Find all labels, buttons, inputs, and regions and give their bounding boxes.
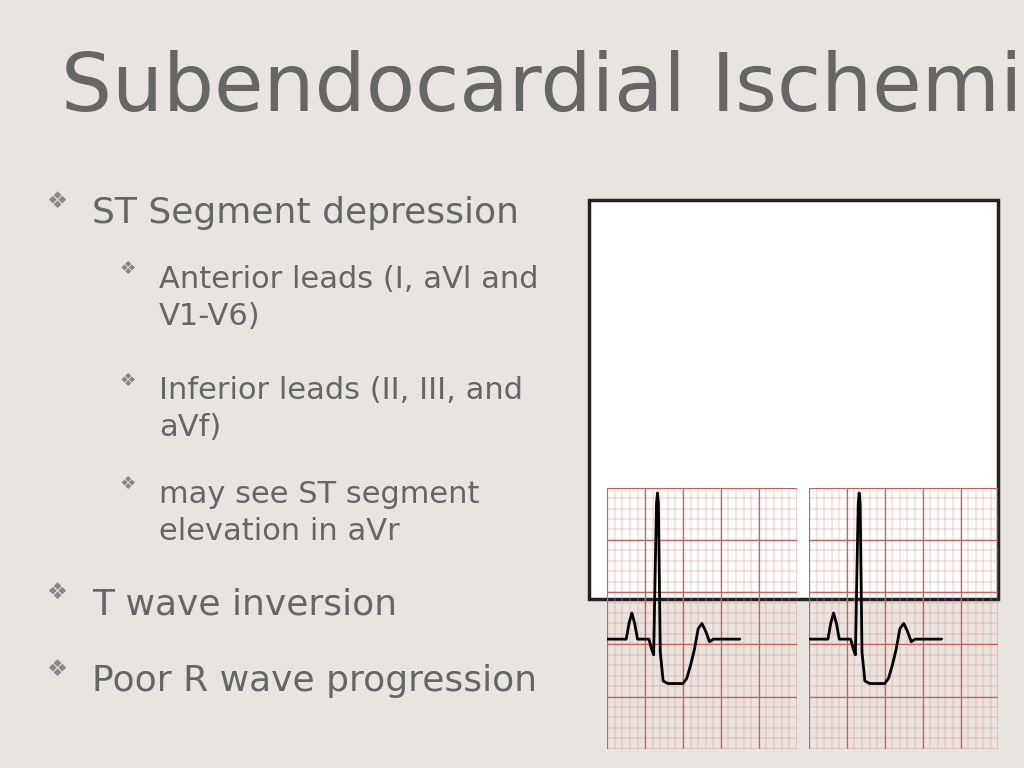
Text: ❖: ❖ (120, 372, 136, 389)
Text: Subendocardial Ischemia: Subendocardial Ischemia (61, 50, 1024, 128)
Text: may see ST segment
elevation in aVr: may see ST segment elevation in aVr (159, 480, 479, 546)
Text: FIGURE 9-1: FIGURE 9-1 (601, 549, 679, 562)
Text: Subendocardial ischemia may produce ST
depressions.: Subendocardial ischemia may produce ST d… (688, 549, 959, 577)
Text: Inferior leads (II, III, and
aVf): Inferior leads (II, III, and aVf) (159, 376, 522, 442)
Text: ❖: ❖ (120, 475, 136, 493)
Text: ❖: ❖ (46, 190, 68, 213)
Text: ST Segment depression: ST Segment depression (92, 196, 519, 230)
Text: ❖: ❖ (46, 658, 68, 681)
Text: ❖: ❖ (120, 260, 136, 278)
FancyBboxPatch shape (589, 200, 998, 599)
Text: Anterior leads (I, aVl and
V1-V6): Anterior leads (I, aVl and V1-V6) (159, 265, 539, 331)
Text: T wave inversion: T wave inversion (92, 588, 397, 621)
Text: ❖: ❖ (46, 581, 68, 604)
Text: Poor R wave progression: Poor R wave progression (92, 664, 538, 698)
